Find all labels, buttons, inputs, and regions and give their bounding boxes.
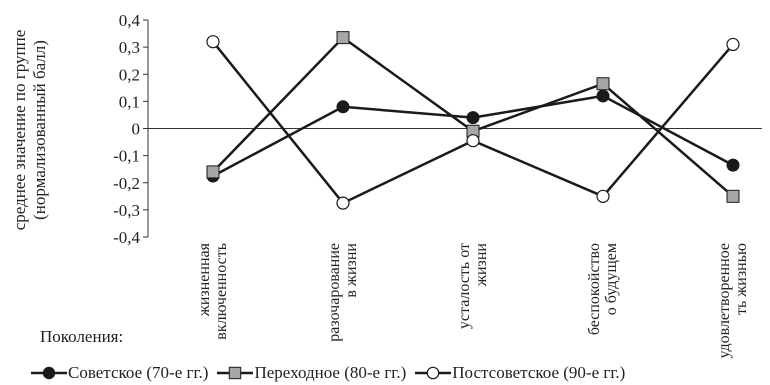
x-tick-label-line: включенность (213, 243, 230, 340)
y-tick-label: 0,2 (119, 65, 140, 84)
legend-item: Советское (70-е гг.) (30, 362, 208, 383)
point-marker (229, 366, 242, 379)
point-marker (726, 158, 740, 172)
x-tick-label-line: жизни (473, 243, 490, 288)
y-tick-label: 0,1 (119, 92, 140, 111)
point-marker (336, 196, 350, 210)
point-marker (426, 366, 440, 379)
point-marker (726, 189, 740, 203)
y-tick-label: 0 (132, 120, 141, 139)
point-marker (726, 37, 740, 52)
point-marker (466, 134, 480, 148)
x-tick-label: удовлетворенноеть жизнью (716, 243, 750, 359)
x-tick-label: разочарованиев жизни (326, 243, 360, 342)
y-axis-title-line: (нормализованный балл) (30, 40, 49, 220)
legend-swatch (217, 366, 254, 379)
y-tick-label: 0,4 (119, 11, 141, 30)
legend: Советское (70-е гг.) Переходное (80-е гг.… (30, 361, 633, 383)
y-axis: -0,4 -0,3 -0,2 -0,1 0 0,1 0,2 0,3 0,4 (113, 11, 149, 247)
x-axis: жизненнаявключенность разочарованиев жизн… (148, 128, 762, 359)
x-tick-label-line: усталость от (456, 243, 473, 329)
y-tick-label: -0,2 (113, 174, 140, 193)
y-axis-title-line: среднее значение по группе (10, 30, 29, 231)
legend-swatch (415, 366, 452, 379)
x-tick-label-line: о будущем (603, 243, 620, 315)
x-tick-label-line: ть жизнью (733, 243, 750, 315)
y-tick-label: -0,4 (113, 228, 140, 247)
y-tick-label: -0,3 (113, 201, 140, 220)
y-axis-label: среднее значение по группе(нормализованн… (10, 30, 49, 231)
legend-item: Постсоветское (90-е гг.) (414, 362, 625, 383)
y-axis-title: среднее значение по группе(нормализованн… (10, 30, 49, 231)
legend-label: Советское (70-е гг.) (68, 362, 209, 382)
series-markers (206, 31, 740, 210)
legend-title: Поколения: (40, 327, 124, 346)
x-tick-label-line: жизненная (196, 242, 213, 317)
legend-label: Постсоветское (90-е гг.) (452, 362, 626, 382)
y-tick-label: -0,1 (113, 147, 140, 166)
point-marker (42, 366, 56, 379)
x-tick-label-line: беспокойство (586, 243, 603, 335)
point-marker (466, 111, 480, 125)
x-tick-label-line: в жизни (343, 243, 360, 298)
y-tick-label: 0,3 (119, 38, 140, 57)
x-tick-label: усталость отжизни (456, 243, 490, 330)
point-marker (596, 77, 610, 91)
legend-swatch (31, 366, 67, 379)
x-tick-label-line: удовлетворенное (716, 243, 733, 359)
x-tick-label: жизненнаявключенность (196, 242, 230, 339)
point-marker (336, 31, 350, 45)
point-marker (336, 100, 350, 114)
point-marker (596, 89, 610, 103)
point-marker (596, 189, 610, 203)
point-marker (206, 35, 220, 49)
point-marker (206, 165, 220, 179)
legend-label: Переходное (80-е гг.) (254, 362, 407, 382)
x-tick-label: беспокойствоо будущем (586, 243, 620, 335)
x-tick-label-line: разочарование (326, 243, 343, 342)
legend-item: Переходное (80-е гг.) (216, 362, 406, 383)
